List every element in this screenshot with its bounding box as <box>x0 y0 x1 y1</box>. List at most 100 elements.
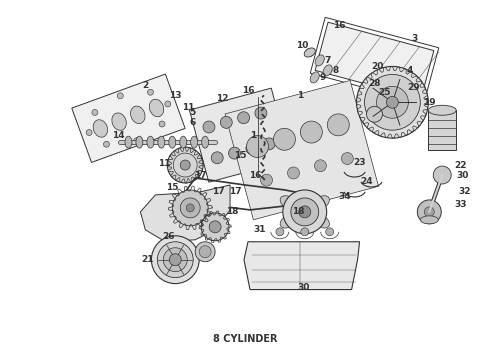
Text: 17: 17 <box>212 188 224 197</box>
Circle shape <box>209 221 221 233</box>
Circle shape <box>387 96 398 108</box>
Circle shape <box>186 204 194 212</box>
Ellipse shape <box>202 136 209 148</box>
Circle shape <box>367 106 383 122</box>
Text: 14: 14 <box>112 131 125 140</box>
Circle shape <box>220 116 232 128</box>
Ellipse shape <box>280 213 298 228</box>
Ellipse shape <box>323 65 332 76</box>
Circle shape <box>238 112 249 124</box>
Ellipse shape <box>136 136 143 148</box>
Text: 12: 12 <box>216 94 228 103</box>
Text: 10: 10 <box>295 41 308 50</box>
Ellipse shape <box>93 120 108 137</box>
Text: 16: 16 <box>249 171 261 180</box>
Ellipse shape <box>310 72 319 83</box>
Ellipse shape <box>191 136 197 148</box>
Circle shape <box>172 190 208 226</box>
Bar <box>428 110 456 150</box>
Text: 19: 19 <box>423 98 436 107</box>
Circle shape <box>261 174 272 186</box>
Circle shape <box>424 207 434 217</box>
Circle shape <box>147 89 153 95</box>
Ellipse shape <box>280 196 298 210</box>
Text: 6: 6 <box>189 118 196 127</box>
Text: 18: 18 <box>292 207 304 216</box>
Ellipse shape <box>112 113 126 130</box>
Text: 13: 13 <box>169 91 181 100</box>
Circle shape <box>228 147 241 159</box>
Circle shape <box>211 152 223 164</box>
Circle shape <box>117 93 123 99</box>
Circle shape <box>246 143 258 154</box>
Text: 16: 16 <box>242 86 254 95</box>
Text: 5: 5 <box>189 108 196 117</box>
Circle shape <box>263 138 275 150</box>
Bar <box>190 88 291 182</box>
Text: 30: 30 <box>456 171 468 180</box>
Text: 15: 15 <box>234 150 246 159</box>
Text: 25: 25 <box>378 88 391 97</box>
Circle shape <box>203 121 215 133</box>
Circle shape <box>283 190 327 234</box>
Circle shape <box>301 228 309 236</box>
Circle shape <box>167 147 203 183</box>
Text: 32: 32 <box>458 188 470 197</box>
Text: 3: 3 <box>411 34 417 43</box>
Circle shape <box>201 213 229 241</box>
Circle shape <box>326 228 334 236</box>
Circle shape <box>315 160 326 172</box>
Circle shape <box>365 75 420 130</box>
Circle shape <box>151 236 199 284</box>
Text: 7: 7 <box>324 56 331 65</box>
Text: 26: 26 <box>162 232 174 241</box>
Circle shape <box>159 121 165 127</box>
Circle shape <box>342 153 353 165</box>
Text: 23: 23 <box>353 158 366 167</box>
Circle shape <box>86 130 92 135</box>
Ellipse shape <box>420 216 438 224</box>
Ellipse shape <box>304 48 315 57</box>
Text: 34: 34 <box>338 193 351 202</box>
Text: 9: 9 <box>319 73 326 82</box>
Text: 20: 20 <box>371 62 384 71</box>
Circle shape <box>169 254 181 266</box>
Ellipse shape <box>428 105 456 115</box>
Circle shape <box>299 206 311 218</box>
Ellipse shape <box>315 55 324 66</box>
Circle shape <box>327 114 349 136</box>
Text: 21: 21 <box>141 255 154 264</box>
Circle shape <box>157 242 193 278</box>
Text: 8: 8 <box>333 66 339 75</box>
Ellipse shape <box>180 136 187 148</box>
Text: 18: 18 <box>226 207 238 216</box>
Circle shape <box>276 228 284 236</box>
Text: 1: 1 <box>296 91 303 100</box>
Circle shape <box>134 138 140 144</box>
Circle shape <box>255 107 267 119</box>
Text: 30: 30 <box>297 283 310 292</box>
Circle shape <box>288 167 299 179</box>
Ellipse shape <box>130 106 145 123</box>
Circle shape <box>357 67 428 138</box>
Circle shape <box>246 136 269 157</box>
Text: 4: 4 <box>406 66 413 75</box>
Circle shape <box>163 248 187 272</box>
Circle shape <box>92 109 98 116</box>
Circle shape <box>103 141 109 147</box>
Text: 8 CYLINDER: 8 CYLINDER <box>213 334 277 345</box>
Ellipse shape <box>311 196 329 210</box>
Text: 31: 31 <box>254 225 266 234</box>
Circle shape <box>300 121 322 143</box>
Text: 17: 17 <box>229 188 242 197</box>
Text: 24: 24 <box>360 177 373 186</box>
Text: 1: 1 <box>250 131 256 140</box>
Text: 15: 15 <box>166 184 178 193</box>
Circle shape <box>306 49 314 57</box>
Text: 22: 22 <box>454 161 466 170</box>
Bar <box>225 80 378 220</box>
Text: 11: 11 <box>182 103 195 112</box>
Polygon shape <box>141 185 230 242</box>
Ellipse shape <box>125 136 132 148</box>
Circle shape <box>165 101 171 107</box>
